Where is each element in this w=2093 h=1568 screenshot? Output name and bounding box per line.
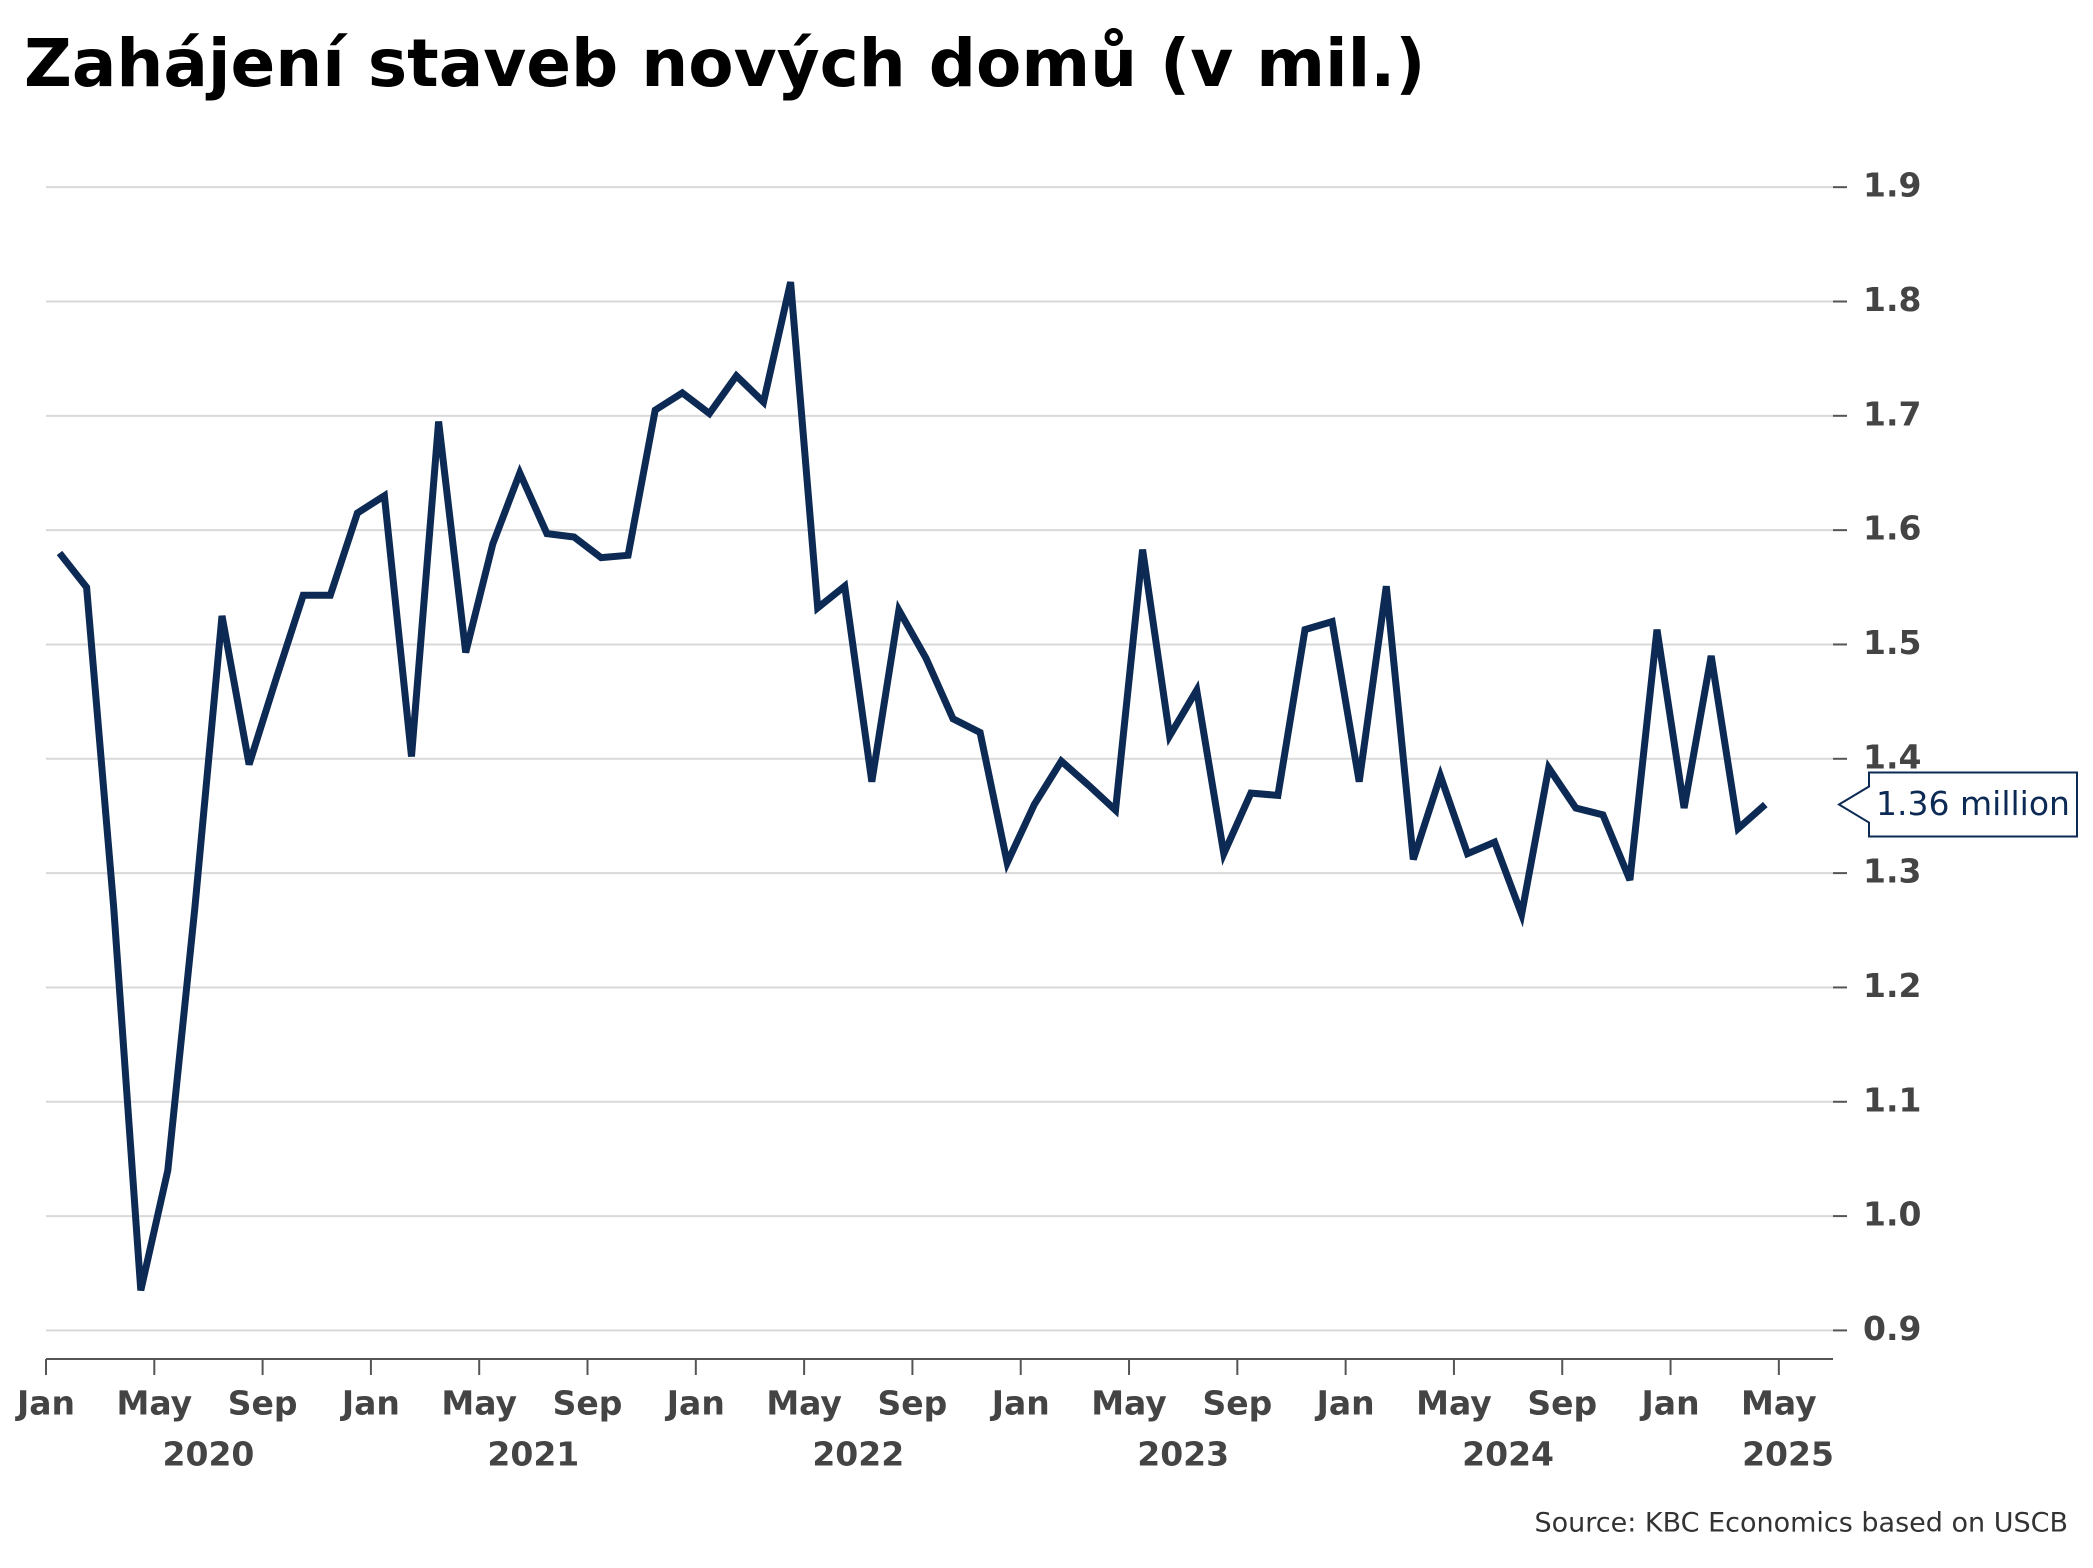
callout-label: 1.36 million [1876,784,2070,823]
y-tick-label: 1.4 [1863,737,1921,776]
y-tick-label: 1.8 [1863,280,1921,319]
x-tick-label: Jan [990,1384,1050,1423]
y-tick-label: 1.9 [1863,166,1921,205]
x-tick-label: Sep [878,1384,948,1423]
source: Source: KBC Economics based on USCB [1534,1508,2068,1539]
x-year-label: 2025 [1742,1435,1834,1474]
x-tick-label: Sep [1202,1384,1272,1423]
x-year-label: 2023 [1137,1435,1229,1474]
x-year-label: 2024 [1462,1435,1554,1474]
y-tick-label: 1.7 [1863,394,1921,433]
x-tick-label: Jan [1315,1384,1375,1423]
x-tick-label: Jan [665,1384,725,1423]
x-tick-label: May [116,1384,192,1423]
x-tick-label: May [1416,1384,1492,1423]
x-tick-label: May [441,1384,517,1423]
callout-box [1837,771,2078,838]
x-tick-label: Jan [340,1384,400,1423]
x-tick-label: May [1091,1384,1167,1423]
x-tick-label: May [1741,1384,1817,1423]
x-year-label: 2021 [487,1435,579,1474]
x-tick-label: Jan [1640,1384,1700,1423]
chart-title: Zahájení staveb nových domů (v mil.) [24,25,1425,102]
y-tick-label: 1.6 [1863,509,1921,548]
x-year-label: 2022 [812,1435,904,1474]
x-tick-label: Sep [1527,1384,1597,1423]
y-tick-label: 0.9 [1863,1309,1921,1348]
x-tick-label: May [766,1384,842,1423]
line-series [56,281,1768,1292]
x-tick-label: Sep [228,1384,298,1423]
x-year-label: 2020 [163,1435,255,1474]
y-tick-label: 1.1 [1863,1080,1921,1119]
x-tick-label: Sep [553,1384,623,1423]
y-tick-label: 1.2 [1863,966,1921,1005]
y-tick-label: 1.3 [1863,852,1921,891]
y-tick-label: 1.0 [1863,1195,1921,1234]
y-tick-label: 1.5 [1863,623,1921,662]
x-tick-label: Jan [15,1384,75,1423]
